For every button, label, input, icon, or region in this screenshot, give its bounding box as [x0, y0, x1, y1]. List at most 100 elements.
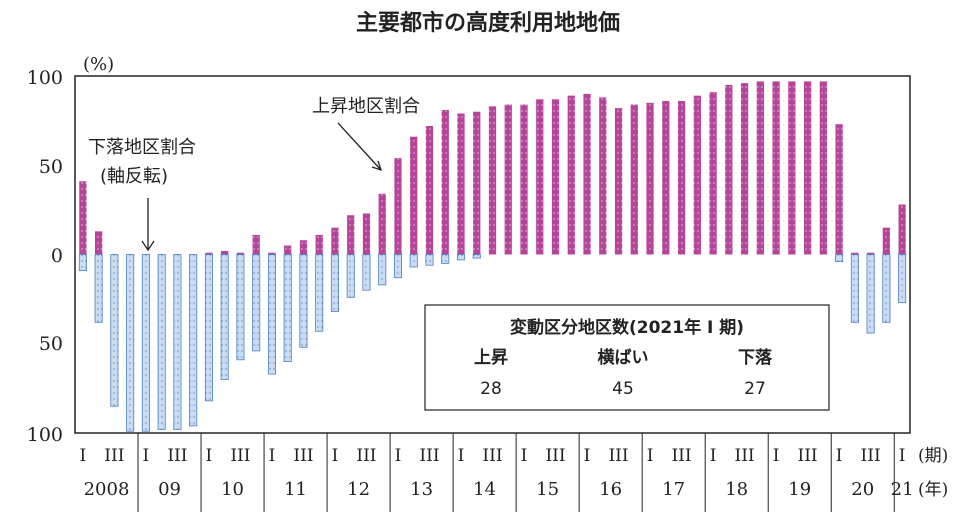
bar-up [221, 250, 229, 255]
y-tick-label: 50 [39, 333, 63, 355]
chart-title: 主要都市の高度利用地地価 [356, 10, 620, 36]
bar-down [157, 254, 166, 430]
y-tick-label: 100 [27, 67, 63, 89]
y-axis-ticks: 100 50 0 50 100 [27, 67, 63, 446]
bar-up [614, 108, 623, 255]
bar-down [378, 254, 387, 286]
year-tick-label: 17 [662, 479, 685, 500]
period-tick-label: III [735, 446, 755, 466]
bar-down [472, 254, 481, 259]
bar-up [898, 204, 906, 255]
bar-up [583, 93, 591, 255]
bar-up [646, 102, 654, 255]
bar-up [662, 100, 670, 255]
bar-up [394, 158, 402, 255]
bar-up [268, 252, 276, 255]
down-annotation-arrowhead [141, 240, 155, 252]
bar-up [347, 215, 355, 255]
period-tick-label: I [206, 446, 213, 466]
y-tick-label: 50 [39, 156, 63, 178]
bar-down [835, 254, 844, 263]
period-tick-label: III [293, 446, 313, 466]
bar-up [252, 234, 260, 255]
year-tick-label: 11 [284, 479, 307, 500]
year-tick-label: 14 [473, 479, 496, 500]
summary-header-up: 上昇 [474, 348, 508, 368]
bar-up [331, 227, 339, 255]
bar-down [362, 254, 371, 291]
bars [78, 81, 907, 432]
bar-up [504, 104, 512, 255]
period-tick-label: III [798, 446, 818, 466]
bar-up [851, 252, 859, 255]
year-tick-label: 19 [788, 479, 811, 500]
bar-down [94, 254, 103, 323]
year-tick-label: 16 [599, 479, 622, 500]
bar-down [425, 254, 434, 266]
bar-down [189, 254, 198, 427]
bar-up [378, 193, 386, 255]
bar-down [110, 254, 119, 407]
year-tick-label: 10 [221, 479, 244, 500]
bar-down [267, 254, 276, 375]
year-tick-label: 21 [891, 479, 914, 500]
bar-up [772, 81, 780, 255]
summary-value-flat: 45 [612, 379, 634, 399]
bar-up [79, 181, 87, 255]
period-tick-label: III [167, 446, 187, 466]
bar-down [204, 254, 213, 402]
period-tick-label: III [861, 446, 881, 466]
bar-down [252, 254, 261, 352]
bar-up [315, 234, 323, 255]
bar-up [567, 95, 575, 255]
bar-up [410, 136, 418, 255]
year-tick-label: 15 [536, 479, 559, 500]
up-annotation-label: 上昇地区割合 [312, 96, 420, 117]
bar-up [205, 252, 213, 255]
bar-up [788, 81, 796, 255]
bar-down [283, 254, 292, 362]
plot-frame [74, 75, 911, 434]
period-tick-label: III [356, 446, 376, 466]
y-tick-label: 100 [27, 424, 63, 446]
period-tick-label: I [521, 446, 528, 466]
period-tick-label: I [584, 446, 591, 466]
period-tick-label: III [482, 446, 502, 466]
bar-up [551, 99, 560, 255]
period-tick-label: I [899, 446, 906, 466]
bar-up [835, 124, 843, 255]
bar-up [677, 100, 686, 255]
year-tick-label: 18 [725, 479, 748, 500]
bar-down [866, 254, 875, 334]
bar-down [126, 254, 135, 432]
summary-value-up: 28 [480, 379, 502, 399]
bar-up [536, 99, 544, 255]
bar-up [740, 83, 749, 255]
bar-up [693, 95, 701, 255]
period-tick-label: I [143, 446, 150, 466]
period-tick-label: III [230, 446, 250, 466]
bar-up [520, 104, 528, 255]
down-annotation-label: 下落地区割合 [88, 137, 196, 158]
period-tick-label: III [608, 446, 628, 466]
bar-up [819, 81, 827, 255]
bar-down [330, 254, 339, 313]
bar-up [299, 240, 308, 255]
year-tick-label: 12 [347, 479, 370, 500]
period-tick-label: III [104, 446, 124, 466]
period-tick-label: I [395, 446, 402, 466]
y-tick-label: 0 [51, 245, 63, 267]
bar-up [95, 231, 103, 255]
bar-up [630, 104, 638, 255]
bar-up [882, 227, 890, 255]
bar-up [425, 125, 434, 255]
summary-box: 変動区分地区数(2021年 I 期) 上昇 横ばい 下落 28 45 27 [424, 304, 830, 411]
period-tick-label: I [836, 446, 843, 466]
year-tick-label: 20 [851, 479, 874, 500]
bar-down [882, 254, 891, 323]
bar-down [850, 254, 859, 323]
bar-up [709, 92, 717, 255]
bar-up [803, 81, 812, 255]
